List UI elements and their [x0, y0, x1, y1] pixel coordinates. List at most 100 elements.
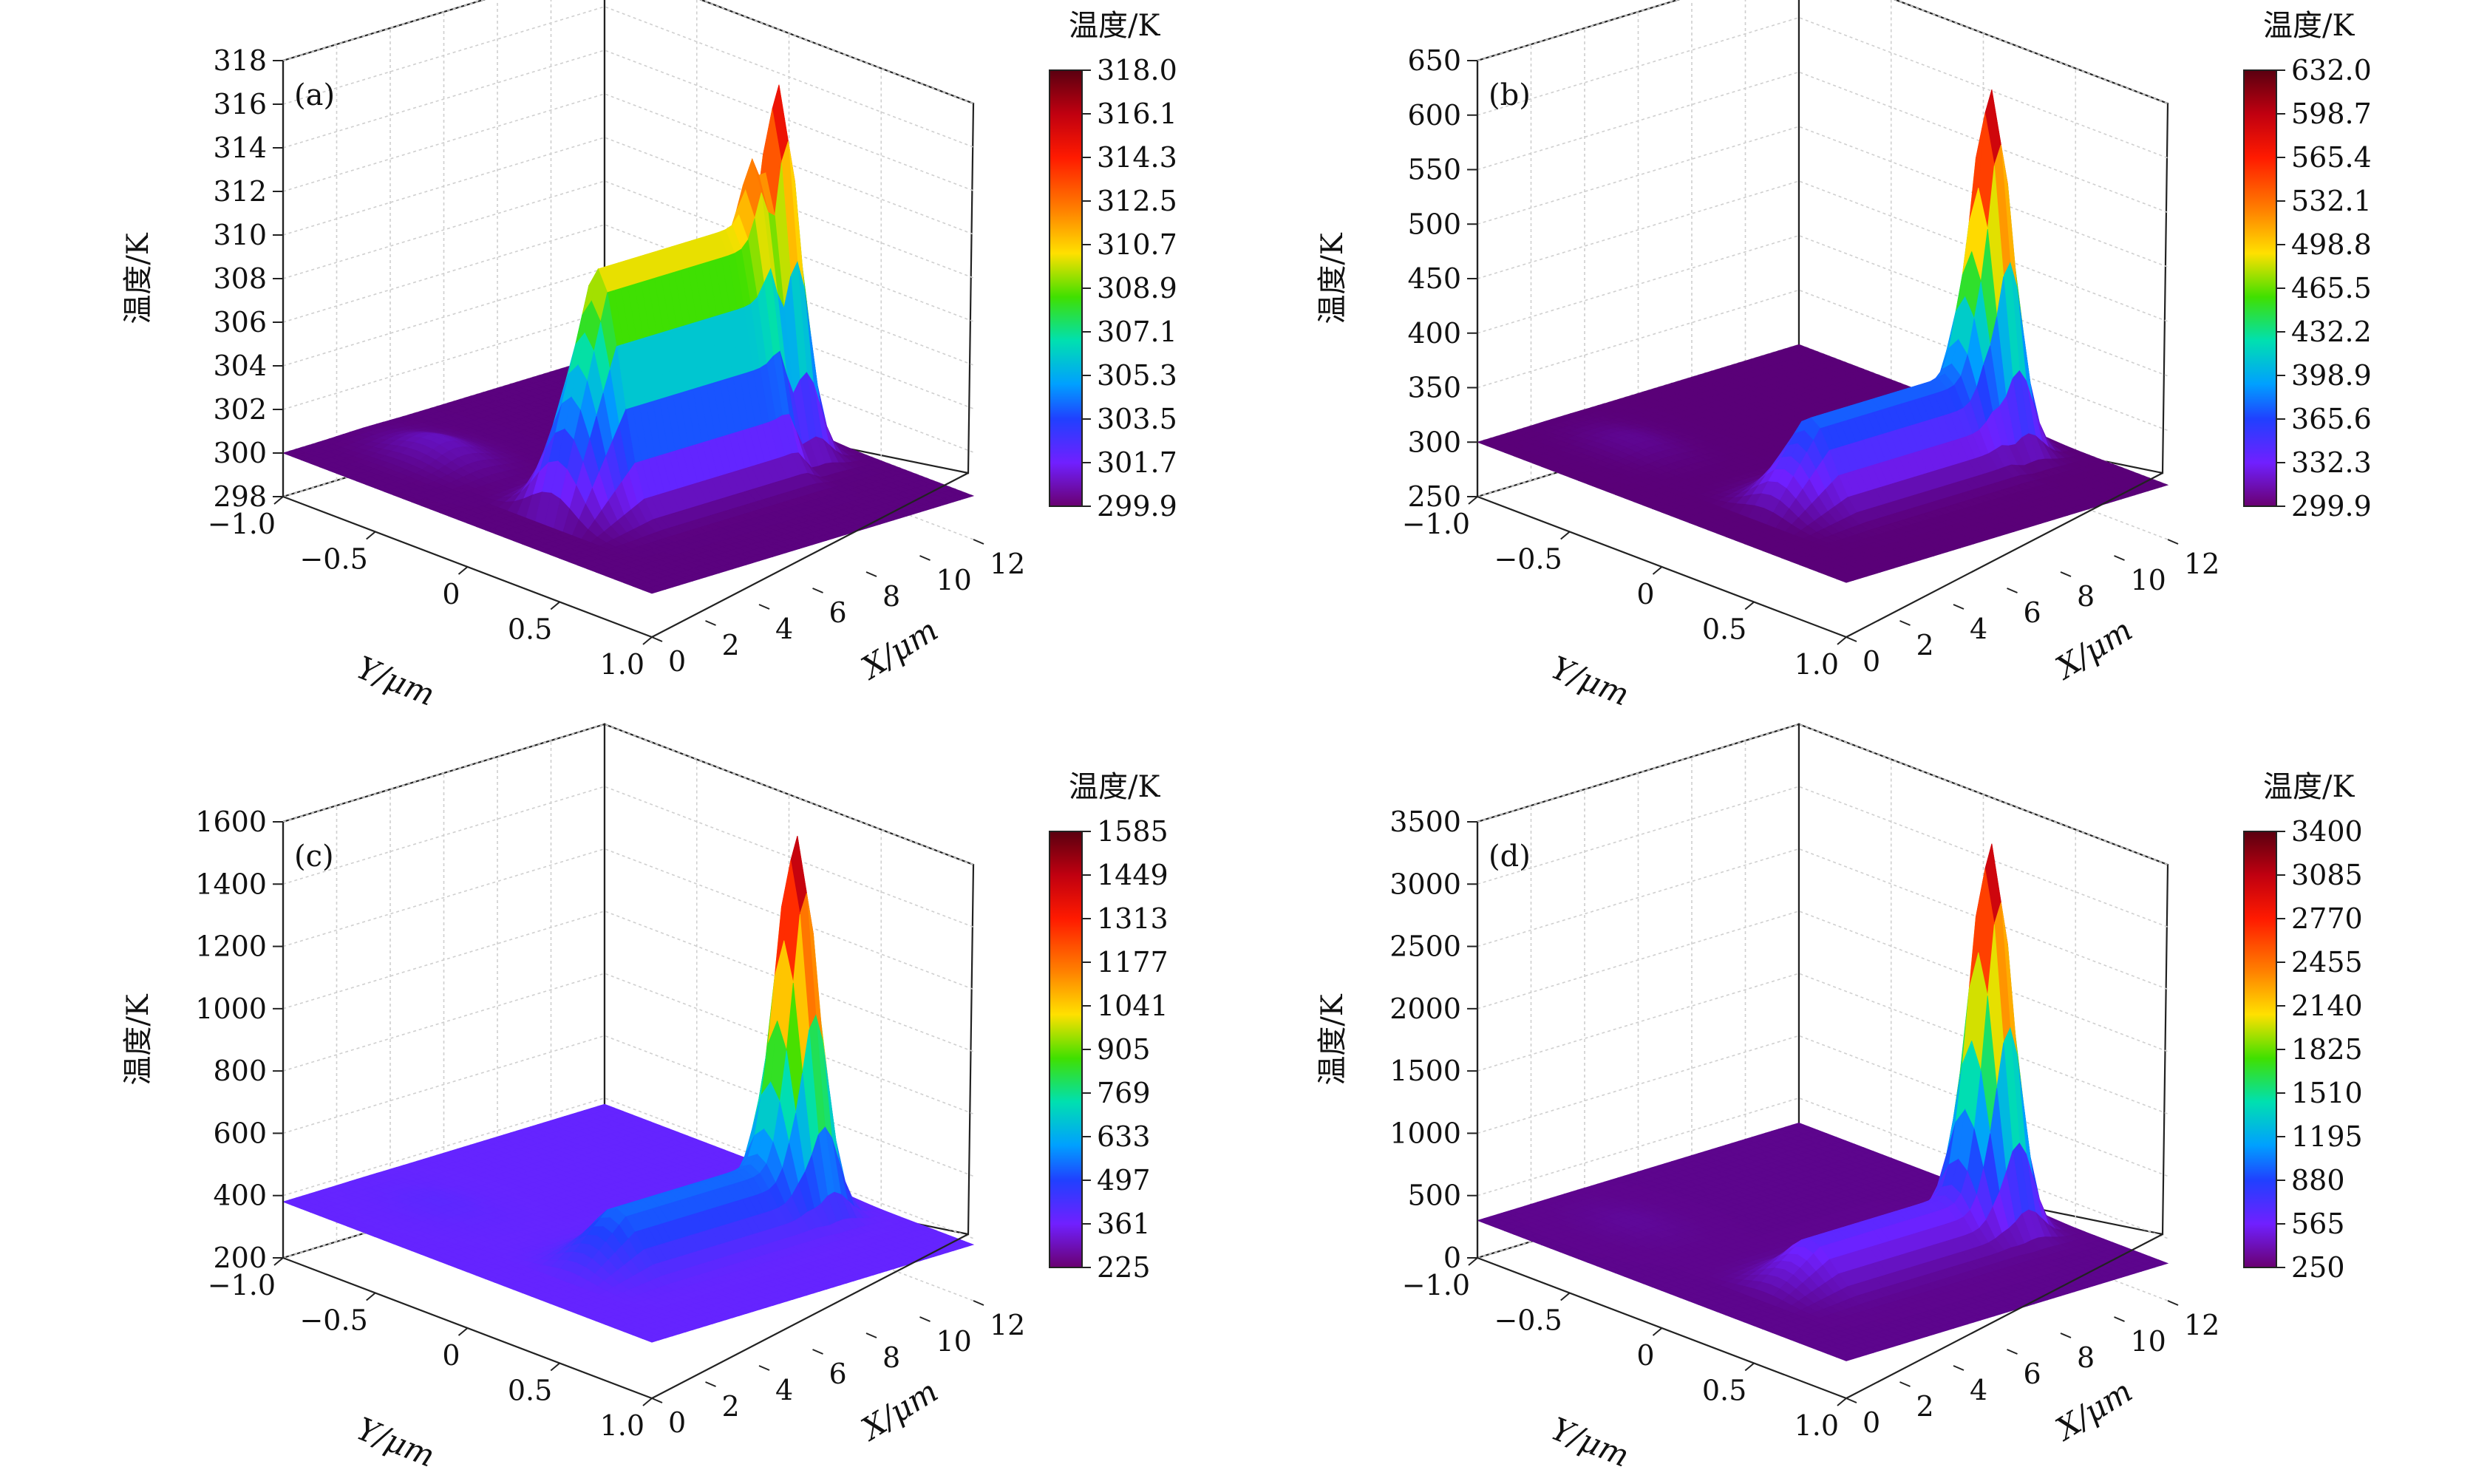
z-gridline: [282, 50, 974, 191]
x-tick-label: 10: [2131, 564, 2166, 596]
x-tick: [1846, 636, 1857, 642]
colorbar-tick-label: 332.3: [2291, 446, 2372, 479]
colorbar-tick-label: 598.7: [2291, 98, 2372, 130]
chart-panel-a: 298300302304306308310312314316318温度/K−1.…: [121, 0, 1177, 713]
x-axis-title: X/μm: [854, 611, 945, 687]
x-tick-label: 0: [1863, 645, 1880, 678]
x-tick: [2060, 571, 2072, 577]
colorbar-tick-label: 532.1: [2291, 185, 2372, 217]
z-gridline: [282, 6, 974, 148]
y-tick: [273, 496, 284, 505]
colorbar-tick-label: 498.8: [2291, 228, 2372, 261]
colorbar-tick-label: 318.0: [1097, 54, 1177, 86]
z-axis-title: 温度/K: [1316, 232, 1350, 324]
z-tick-label: 450: [1407, 262, 1461, 295]
x-tick: [973, 539, 984, 545]
colorbar-tick-label: 308.9: [1097, 272, 1177, 304]
y-tick-label: −1.0: [208, 508, 276, 540]
y-tick: [457, 566, 469, 575]
colorbar-tick-label: 299.9: [2291, 490, 2372, 523]
y-tick: [1468, 496, 1478, 505]
colorbar-tick-label: 632.0: [2291, 54, 2372, 86]
colorbar-tick-label: 316.1: [1097, 98, 1177, 130]
colorbar-tick-label: 465.5: [2291, 272, 2372, 304]
z-gridline: [282, 224, 974, 366]
y-axis-title: Y/μm: [1546, 649, 1634, 712]
colorbar-tick-label: 307.1: [1097, 316, 1177, 348]
z-gridline: [282, 180, 974, 322]
colorbar: [1049, 69, 1083, 507]
z-tick-label: 318: [213, 44, 267, 77]
x-tick: [865, 571, 877, 577]
colorbar-tick-label: 365.6: [2291, 403, 2372, 435]
x-tick-label: 2: [1916, 629, 1934, 661]
x-tick-label: 12: [2184, 548, 2219, 580]
x-axis-title: X/μm: [2048, 611, 2139, 687]
z-tick-label: 300: [213, 437, 267, 469]
x-tick: [705, 620, 716, 626]
colorbar-title: 温度/K: [1069, 9, 1160, 43]
y-tick-label: −0.5: [299, 543, 367, 576]
x-tick: [651, 636, 663, 642]
y-tick-label: −0.5: [1494, 543, 1562, 576]
z-gridline: [282, 268, 974, 409]
y-tick-label: 0.5: [508, 613, 552, 646]
colorbar-tick-label: 398.9: [2291, 359, 2372, 392]
x-tick-label: 10: [936, 564, 972, 596]
y-tick: [1744, 601, 1755, 610]
x-tick-label: 4: [775, 613, 793, 645]
x-tick-label: 2: [722, 629, 740, 661]
colorbar-tick-label: 303.5: [1097, 403, 1177, 435]
x-tick-label: 4: [1970, 613, 1987, 645]
colorbar-title: 温度/K: [2263, 9, 2355, 43]
colorbar-tick-label: 432.2: [2291, 316, 2372, 348]
z-tick-label: 350: [1407, 372, 1461, 404]
surface: [282, 84, 975, 594]
y-tick: [366, 531, 376, 540]
chart-panel-b: 250300350400450500550600650温度/K−1.0−0.50…: [1316, 0, 2372, 713]
z-tick-label: 300: [1407, 426, 1461, 458]
y-tick: [1837, 636, 1847, 645]
z-gridline: [282, 137, 974, 279]
x-tick: [2007, 588, 2018, 593]
z-tick-label: 314: [213, 132, 267, 164]
z-axis-title: 温度/K: [121, 232, 155, 324]
x-tick: [758, 604, 770, 610]
z-tick-label: 600: [1407, 99, 1461, 132]
colorbar-tick-label: 314.3: [1097, 141, 1177, 174]
y-tick-label: 0: [442, 578, 460, 610]
x-tick: [812, 588, 823, 593]
colorbar-tick-label: 312.5: [1097, 185, 1177, 217]
z-gridline: [282, 93, 974, 235]
y-tick: [550, 601, 560, 610]
x-tick: [1899, 620, 1911, 626]
z-tick-label: 400: [1407, 317, 1461, 350]
y-axis-title: Y/μm: [352, 649, 440, 712]
x-tick-label: 12: [990, 548, 1025, 580]
x-tick: [1953, 604, 1965, 610]
y-tick-label: 0.5: [1702, 613, 1746, 646]
colorbar-tick-label: 299.9: [1097, 490, 1177, 523]
z-tick-label: 304: [213, 350, 267, 382]
x-tick-label: 8: [2077, 580, 2095, 613]
x-tick-label: 0: [668, 645, 686, 678]
colorbar: [2243, 69, 2277, 507]
x-tick: [919, 555, 931, 561]
z-tick-label: 306: [213, 306, 267, 338]
z-tick-label: 308: [213, 262, 267, 295]
z-tick-label: 650: [1407, 44, 1461, 77]
x-tick-label: 6: [829, 596, 847, 629]
y-tick-label: 1.0: [600, 648, 644, 681]
z-tick-label: 550: [1407, 154, 1461, 186]
z-tick-label: 316: [213, 88, 267, 120]
y-tick-label: 0: [1636, 578, 1654, 610]
z-gridline: [282, 311, 974, 453]
z-tick-label: 302: [213, 393, 267, 426]
y-tick: [1560, 531, 1571, 540]
x-tick: [2167, 539, 2179, 545]
y-tick-label: −1.0: [1402, 508, 1470, 540]
z-gridline: [282, 0, 974, 104]
y-tick: [1652, 566, 1663, 575]
colorbar-tick-label: 301.7: [1097, 446, 1177, 479]
